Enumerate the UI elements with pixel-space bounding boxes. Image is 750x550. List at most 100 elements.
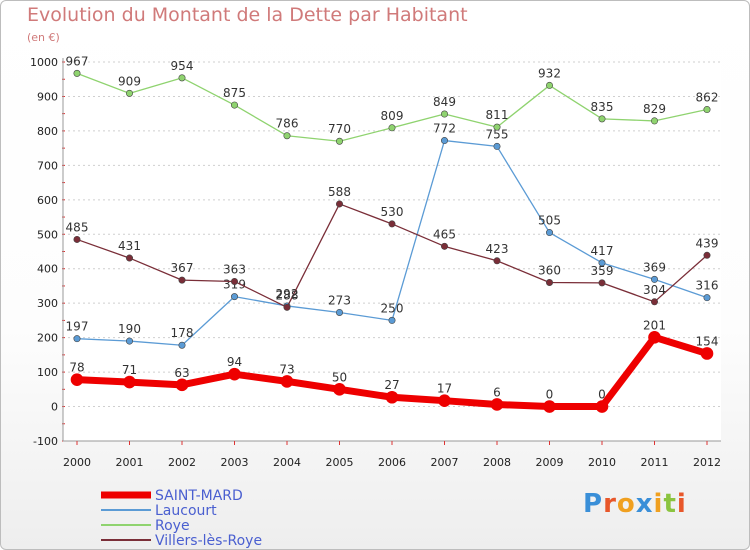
data-label-saint-mard: 71	[122, 363, 137, 377]
data-point-saint-mard	[385, 390, 399, 404]
y-tick-label: 700	[37, 159, 58, 172]
x-tick-label: 2000	[63, 456, 91, 469]
data-label-laucourt: 772	[433, 122, 456, 136]
logo-letter: P	[583, 489, 604, 519]
legend-label-laucourt: Laucourt	[155, 503, 217, 519]
data-label-roye: 909	[118, 74, 141, 88]
data-label-villers-l-s-roye: 288	[276, 288, 299, 302]
data-point-roye	[650, 117, 658, 125]
x-tick-label: 2004	[273, 456, 301, 469]
data-point-villers-l-s-roye	[545, 279, 553, 287]
data-point-roye	[545, 81, 553, 89]
y-tick-label: 0	[51, 401, 58, 414]
data-label-saint-mard: 0	[546, 388, 554, 402]
data-label-villers-l-s-roye: 423	[486, 242, 509, 256]
data-label-villers-l-s-roye: 367	[171, 261, 194, 275]
data-label-laucourt: 197	[66, 320, 89, 334]
y-tick-label: 400	[37, 263, 58, 276]
data-point-saint-mard	[175, 378, 189, 392]
y-tick-label: 200	[37, 332, 58, 345]
x-tick-label: 2011	[641, 456, 669, 469]
logo-letter: x	[635, 489, 654, 519]
data-label-saint-mard: 201	[643, 318, 666, 332]
data-point-saint-mard	[123, 375, 136, 389]
data-point-laucourt	[126, 337, 134, 345]
legend-label-villers-l-s-roye: Villers-lès-Roye	[155, 533, 262, 549]
data-label-laucourt: 190	[118, 322, 141, 336]
data-point-roye	[493, 123, 501, 131]
data-label-villers-l-s-roye: 359	[591, 264, 614, 278]
data-label-roye: 809	[381, 109, 404, 123]
y-tick-label: 1000	[30, 56, 58, 69]
data-point-roye	[231, 101, 239, 109]
data-point-laucourt	[493, 142, 501, 150]
data-point-villers-l-s-roye	[703, 251, 711, 259]
data-point-roye	[388, 124, 396, 132]
x-tick-label: 2010	[588, 456, 616, 469]
logo-letter: o	[616, 489, 636, 519]
data-point-laucourt	[598, 259, 606, 267]
data-point-saint-mard	[490, 398, 504, 411]
y-tick-label: 500	[37, 228, 58, 241]
data-point-roye	[440, 110, 448, 118]
data-point-villers-l-s-roye	[178, 276, 186, 284]
x-tick-label: 2005	[326, 456, 354, 469]
data-point-saint-mard	[280, 375, 294, 388]
data-point-laucourt	[335, 308, 343, 316]
data-label-villers-l-s-roye: 360	[538, 264, 561, 278]
x-tick-label: 2008	[483, 456, 511, 469]
logo-letter: i	[676, 489, 687, 519]
data-label-roye: 829	[643, 102, 666, 116]
data-label-villers-l-s-roye: 485	[66, 220, 89, 234]
x-tick-label: 2006	[378, 456, 406, 469]
data-point-saint-mard	[543, 400, 556, 413]
data-point-roye	[73, 69, 81, 77]
chart-title: Evolution du Montant de la Dette par Hab…	[27, 4, 468, 26]
data-point-laucourt	[703, 294, 711, 302]
x-tick-label: 2009	[536, 456, 564, 469]
data-label-saint-mard: 63	[174, 366, 189, 380]
data-point-laucourt	[440, 137, 448, 145]
data-point-villers-l-s-roye	[493, 257, 501, 265]
data-point-villers-l-s-roye	[650, 298, 658, 306]
data-label-laucourt: 273	[328, 293, 351, 307]
data-label-laucourt: 505	[538, 214, 561, 228]
data-label-roye: 875	[223, 86, 246, 100]
data-label-roye: 811	[486, 108, 509, 122]
data-label-saint-mard: 27	[384, 378, 399, 392]
data-label-villers-l-s-roye: 304	[643, 283, 666, 297]
data-point-roye	[703, 106, 711, 114]
data-label-roye: 786	[276, 117, 299, 131]
data-point-saint-mard	[700, 347, 714, 360]
data-point-roye	[335, 137, 343, 145]
data-label-saint-mard: 154	[696, 334, 719, 348]
data-point-villers-l-s-roye	[388, 220, 396, 228]
y-tick-label: -100	[33, 435, 58, 448]
data-point-laucourt	[231, 293, 239, 301]
y-tick-label: 300	[37, 297, 58, 310]
data-point-saint-mard	[228, 367, 241, 381]
data-point-villers-l-s-roye	[440, 242, 448, 250]
data-label-laucourt: 417	[591, 244, 614, 258]
data-label-saint-mard: 17	[437, 382, 452, 396]
data-point-saint-mard	[595, 400, 609, 413]
x-tick-label: 2001	[116, 456, 144, 469]
data-point-laucourt	[178, 341, 186, 349]
data-point-villers-l-s-roye	[283, 303, 291, 311]
x-tick-label: 2012	[693, 456, 721, 469]
data-label-villers-l-s-roye: 363	[223, 262, 246, 276]
y-tick-label: 600	[37, 194, 58, 207]
data-label-roye: 849	[433, 95, 456, 109]
legend-label-roye: Roye	[155, 518, 190, 534]
data-point-roye	[283, 132, 291, 140]
x-tick-label: 2003	[221, 456, 249, 469]
data-point-laucourt	[650, 275, 658, 283]
logo-letter: r	[603, 489, 617, 519]
data-label-saint-mard: 0	[598, 388, 606, 402]
data-point-villers-l-s-roye	[126, 254, 134, 262]
data-label-laucourt: 755	[486, 127, 509, 141]
data-point-roye	[598, 115, 606, 123]
y-tick-label: 900	[37, 90, 58, 103]
